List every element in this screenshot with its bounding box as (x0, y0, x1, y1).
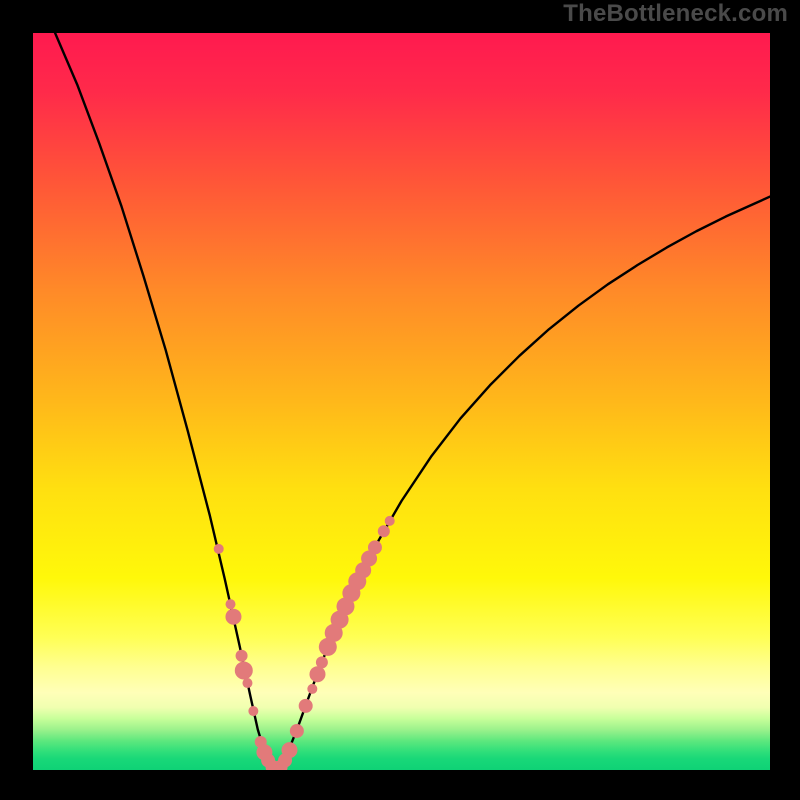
plot-area (33, 33, 770, 770)
data-dot (226, 599, 236, 609)
data-dot (290, 724, 304, 738)
data-dot (242, 678, 252, 688)
watermark-text: TheBottleneck.com (563, 0, 788, 28)
data-dot (281, 742, 297, 758)
data-dot (214, 544, 224, 554)
data-dot (309, 666, 325, 682)
data-dot (316, 656, 328, 668)
data-dot (235, 662, 253, 680)
chart-svg (33, 33, 770, 770)
data-dot (368, 540, 382, 554)
data-dot (225, 609, 241, 625)
data-dot (299, 699, 313, 713)
data-dot (248, 706, 258, 716)
chart-frame: TheBottleneck.com (0, 0, 800, 800)
data-dot (385, 516, 395, 526)
data-dot (236, 650, 248, 662)
data-dot (307, 684, 317, 694)
data-dot (378, 525, 390, 537)
gradient-background (33, 33, 770, 770)
